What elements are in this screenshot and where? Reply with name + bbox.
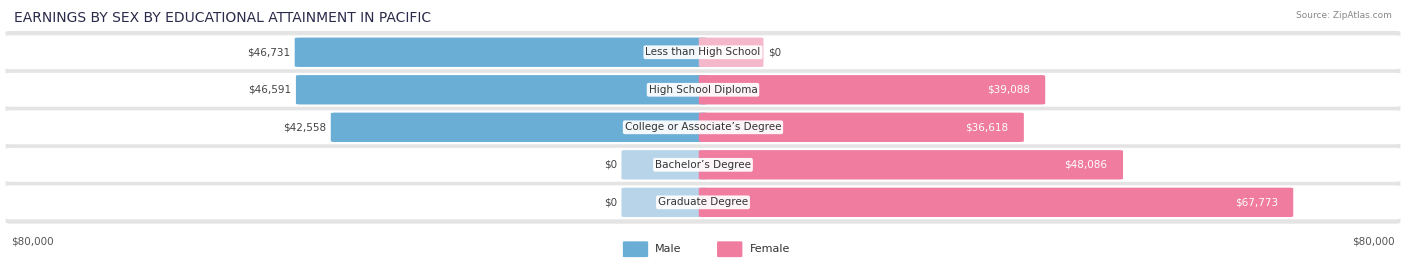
FancyBboxPatch shape xyxy=(623,241,648,257)
Text: $0: $0 xyxy=(768,47,780,57)
FancyBboxPatch shape xyxy=(4,185,1402,219)
Text: $80,000: $80,000 xyxy=(11,236,53,246)
FancyBboxPatch shape xyxy=(4,148,1402,182)
Text: $46,731: $46,731 xyxy=(247,47,291,57)
Text: College or Associate’s Degree: College or Associate’s Degree xyxy=(624,122,782,132)
FancyBboxPatch shape xyxy=(6,31,1400,224)
Text: Bachelor’s Degree: Bachelor’s Degree xyxy=(655,160,751,170)
Text: $46,591: $46,591 xyxy=(249,85,291,95)
Text: $36,618: $36,618 xyxy=(966,122,1008,132)
Text: High School Diploma: High School Diploma xyxy=(648,85,758,95)
FancyBboxPatch shape xyxy=(621,188,707,217)
FancyBboxPatch shape xyxy=(330,113,707,142)
FancyBboxPatch shape xyxy=(621,150,707,180)
Text: $67,773: $67,773 xyxy=(1234,197,1278,207)
Text: EARNINGS BY SEX BY EDUCATIONAL ATTAINMENT IN PACIFIC: EARNINGS BY SEX BY EDUCATIONAL ATTAINMEN… xyxy=(14,11,432,25)
Text: Graduate Degree: Graduate Degree xyxy=(658,197,748,207)
FancyBboxPatch shape xyxy=(699,188,1294,217)
Text: Less than High School: Less than High School xyxy=(645,47,761,57)
FancyBboxPatch shape xyxy=(699,75,1045,105)
Text: $42,558: $42,558 xyxy=(284,122,326,132)
Text: $80,000: $80,000 xyxy=(1353,236,1395,246)
FancyBboxPatch shape xyxy=(4,35,1402,69)
Text: $39,088: $39,088 xyxy=(987,85,1029,95)
FancyBboxPatch shape xyxy=(295,38,707,67)
FancyBboxPatch shape xyxy=(717,241,742,257)
Text: $0: $0 xyxy=(605,160,617,170)
Text: Male: Male xyxy=(655,244,682,254)
Text: Female: Female xyxy=(749,244,790,254)
FancyBboxPatch shape xyxy=(699,150,1123,180)
Text: $0: $0 xyxy=(605,197,617,207)
FancyBboxPatch shape xyxy=(699,113,1024,142)
FancyBboxPatch shape xyxy=(4,110,1402,144)
Text: $48,086: $48,086 xyxy=(1064,160,1108,170)
Text: Source: ZipAtlas.com: Source: ZipAtlas.com xyxy=(1296,11,1392,20)
FancyBboxPatch shape xyxy=(295,75,707,105)
FancyBboxPatch shape xyxy=(699,38,763,67)
FancyBboxPatch shape xyxy=(4,73,1402,107)
